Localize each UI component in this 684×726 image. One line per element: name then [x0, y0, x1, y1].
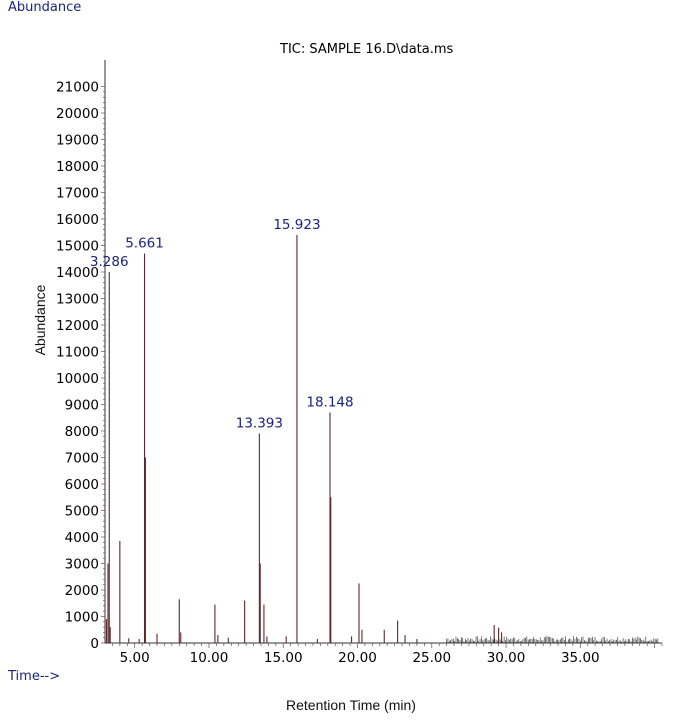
x-tick-label: 30.00 [487, 650, 526, 666]
y-tick-label: 21000 [56, 80, 99, 96]
x-axis-label: Retention Time (min) [286, 697, 416, 713]
x-ticks: 5.00 10.00 15.00 20.00 25.00 30.00 35.00 [120, 650, 600, 666]
y-tick-label: 19000 [56, 133, 99, 149]
peak-label: 15.923 [273, 217, 320, 233]
y-tick-label: 12000 [56, 318, 99, 334]
y-ticks: 0 1000 2000 3000 4000 5000 6000 7000 8000 9000 100… [56, 80, 99, 653]
peak-label: 13.393 [236, 416, 283, 432]
x-tick-label: 25.00 [412, 650, 451, 666]
x-tick-label: 10.00 [190, 650, 229, 666]
chart-title: TIC: SAMPLE 16.D\data.ms [280, 42, 454, 57]
y-tick-label: 13000 [56, 292, 99, 308]
baseline-noise [446, 636, 659, 643]
y-tick-label: 8000 [65, 424, 99, 440]
y-tick-label: 1000 [65, 610, 99, 626]
y-tick-label: 16000 [56, 212, 99, 228]
y-tick-label: 20000 [56, 106, 99, 122]
peak-label: 3.286 [90, 254, 129, 270]
peaks [105, 234, 503, 643]
y-tick-label: 17000 [56, 186, 99, 202]
y-tick-label: 9000 [65, 398, 99, 414]
y-tick-label: 18000 [56, 159, 99, 175]
time-arrow-label: Time--> [8, 669, 61, 684]
x-tick-label: 15.00 [264, 650, 303, 666]
y-tick-label: 7000 [65, 451, 99, 467]
y-tick-label: 14000 [56, 265, 99, 281]
y-tick-label: 11000 [56, 345, 99, 361]
x-tick-label: 20.00 [338, 650, 377, 666]
y-tick-label: 3000 [65, 557, 99, 573]
peak-label: 5.661 [125, 235, 164, 251]
y-tick-label: 2000 [65, 583, 99, 599]
abundance-header-label: Abundance [8, 0, 82, 15]
y-tick-label: 6000 [65, 477, 99, 493]
y-tick-label: 5000 [65, 504, 99, 520]
y-tick-label: 4000 [65, 530, 99, 546]
axes [101, 60, 663, 648]
peak-label: 18.148 [306, 394, 353, 410]
x-tick-label: 35.00 [561, 650, 600, 666]
y-tick-label: 15000 [56, 239, 99, 255]
x-tick-label: 5.00 [120, 650, 150, 666]
peak-labels: 3.286 5.661 13.393 15.923 18.148 [90, 217, 354, 432]
y-tick-label: 10000 [56, 371, 99, 387]
y-tick-label: 0 [90, 636, 99, 652]
